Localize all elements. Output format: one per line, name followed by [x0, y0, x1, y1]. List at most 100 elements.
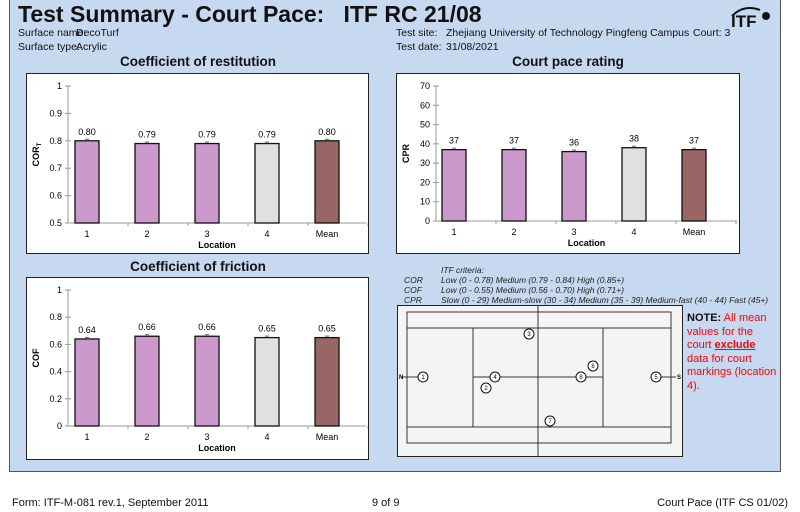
data-label: 0.64	[78, 325, 96, 335]
surface-type-label: Surface type:	[18, 41, 80, 53]
x-tick-label: 3	[204, 229, 209, 239]
bar-2	[501, 148, 527, 222]
location-marker-1	[417, 371, 429, 383]
x-tick-label: 4	[631, 227, 636, 237]
bar-3	[194, 335, 220, 427]
bar-1	[441, 148, 467, 222]
data-label: 0.80	[78, 127, 96, 137]
criteria-cor: Low (0 - 0.78) Medium (0.79 - 0.84) High…	[441, 275, 625, 285]
y-tick-label: 0	[57, 421, 62, 431]
y-tick-label: 0.6	[49, 191, 62, 201]
location-marker-3	[523, 328, 535, 340]
location-number: 8	[579, 375, 583, 381]
y-tick-label: 30	[420, 158, 430, 168]
footer-form: Form: ITF-M-081 rev.1, September 2011	[12, 497, 209, 509]
bar-Mean	[681, 148, 707, 222]
data-label: 37	[449, 136, 459, 146]
location-number: 2	[484, 386, 488, 392]
x-tick-label: 1	[84, 432, 89, 442]
note-text: All mean values for the court	[687, 312, 767, 351]
data-label: 0.79	[198, 130, 216, 140]
y-tick-label: 0.7	[49, 163, 62, 173]
x-tick-label: 2	[144, 229, 149, 239]
data-label: 0.65	[258, 324, 276, 334]
svg-text:ITF: ITF	[731, 12, 757, 28]
location-marker-5	[650, 371, 662, 383]
cor-chart-title: Coefficient of restitution	[120, 54, 276, 69]
y-tick-label: 40	[420, 139, 430, 149]
location-marker-7	[544, 415, 556, 427]
y-tick-label: 0	[425, 216, 430, 226]
criteria-cpr: Slow (0 - 29) Medium-slow (30 - 34) Medi…	[441, 295, 769, 305]
location-marker-2	[480, 382, 492, 394]
itf-logo: ITF	[728, 4, 772, 31]
cof-chart-title: Coefficient of friction	[130, 259, 266, 274]
cor-chart: 0.5 0.6 0.7 0.8 0.9 1 0.80 1 0.79 2 0.79 3 0.79 4 0.80…	[26, 73, 369, 254]
data-label: 0.79	[258, 130, 276, 140]
x-axis-title: Location	[568, 238, 606, 248]
bar-Mean	[314, 140, 340, 224]
y-tick-label: 0.6	[49, 339, 62, 349]
bar-3	[561, 150, 587, 222]
y-axis-title: COF	[31, 348, 41, 368]
x-tick-label: 3	[204, 432, 209, 442]
criteria-cof: Low (0 - 0.55) Medium (0.56 - 0.70) High…	[441, 285, 625, 295]
test-date: 31/08/2021	[446, 41, 499, 53]
y-tick-label: 0.2	[49, 394, 62, 404]
y-tick-label: 60	[420, 100, 430, 110]
cof-chart: 0 0.2 0.4 0.6 0.8 1 0.64 1 0.66 2 0.66 3 0.65 4 0.65 Me…	[26, 277, 369, 460]
x-tick-label: 4	[264, 229, 269, 239]
cpr-chart: 0 10 20 30 40 50 60 70 37 1 37 2 36 3 38 4 37 Mean Locatio…	[396, 73, 740, 254]
y-axis-title: CPR	[401, 144, 411, 164]
data-label: 37	[509, 136, 519, 146]
surface-type: Acrylic	[76, 41, 107, 53]
bar-2	[134, 335, 160, 427]
location-number: 4	[493, 375, 497, 381]
x-tick-label: 3	[571, 227, 576, 237]
x-tick-label: 2	[144, 432, 149, 442]
y-tick-label: 50	[420, 120, 430, 130]
location-number: 7	[548, 419, 552, 425]
data-label: 0.79	[138, 130, 156, 140]
test-date-label: Test date:	[396, 41, 442, 53]
y-tick-label: 0.8	[49, 312, 62, 322]
data-label: 37	[689, 136, 699, 146]
test-site-label: Test site:	[396, 27, 438, 39]
data-label: 0.66	[198, 322, 216, 332]
surface-name-label: Surface name:	[18, 27, 87, 39]
footer-doc: Court Pace (ITF CS 01/02)	[657, 497, 788, 509]
y-tick-label: 0.5	[49, 218, 62, 228]
cpr-chart-title: Court pace rating	[512, 54, 624, 69]
surface-name: DecoTurf	[76, 27, 119, 39]
x-tick-label: Mean	[683, 227, 706, 237]
location-marker-6	[587, 360, 599, 372]
location-number: 5	[654, 375, 658, 381]
data-label: 0.80	[318, 127, 336, 137]
y-tick-label: 10	[420, 197, 430, 207]
x-axis-title: Location	[198, 240, 236, 250]
location-number: 6	[591, 364, 595, 370]
court-diagram: N S 1 2 3 4 5 6 7 8	[397, 305, 683, 457]
y-tick-label: 1	[57, 285, 62, 295]
x-axis-title: Location	[198, 443, 236, 453]
data-label: 36	[569, 138, 579, 148]
criteria-cpr-name: CPR	[404, 295, 422, 305]
y-axis-title: CORT	[31, 142, 43, 166]
bar-3	[194, 142, 220, 224]
page-title: Test Summary - Court Pace: ITF RC 21/08	[18, 1, 482, 27]
bar-Mean	[314, 336, 340, 427]
x-tick-label: 1	[84, 229, 89, 239]
bar-4	[621, 147, 647, 222]
y-tick-label: 0.4	[49, 367, 62, 377]
x-tick-label: 2	[511, 227, 516, 237]
bar-4	[254, 142, 280, 224]
location-marker-4	[489, 371, 501, 383]
data-label: 0.65	[318, 324, 336, 334]
y-tick-label: 70	[420, 81, 430, 91]
y-tick-label: 0.8	[49, 136, 62, 146]
note-text-2: data for court markings (location 4).	[687, 352, 777, 392]
north-label: N	[399, 375, 403, 381]
location-marker-8	[575, 371, 587, 383]
data-label: 38	[629, 134, 639, 144]
x-tick-label: 4	[264, 432, 269, 442]
